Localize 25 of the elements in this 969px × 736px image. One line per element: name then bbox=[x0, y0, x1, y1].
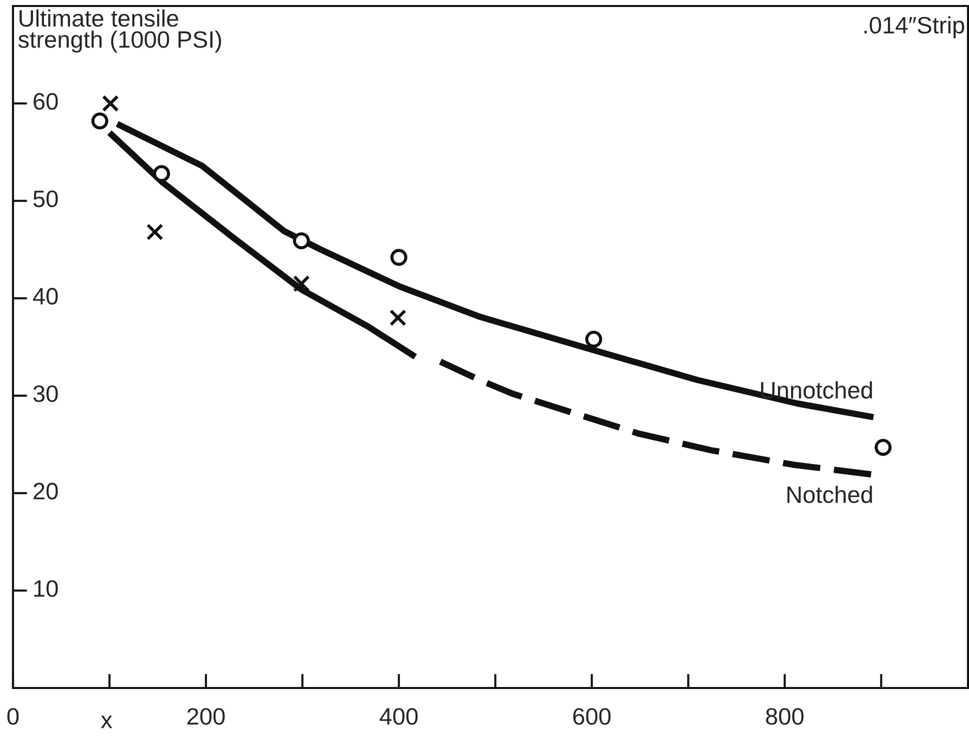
point bbox=[389, 309, 406, 326]
y-tick-label: 20 bbox=[34, 482, 58, 500]
y-tick-label: 60 bbox=[34, 93, 58, 110]
point bbox=[292, 232, 310, 250]
y-tick-label: 50 bbox=[33, 190, 58, 208]
point bbox=[390, 248, 408, 266]
series-label: Notched bbox=[787, 486, 872, 504]
y-axis-title: Ultimate tensile strength (1000 PSI) bbox=[18, 9, 222, 53]
point bbox=[153, 165, 170, 182]
x-tick-label: 400 bbox=[380, 708, 418, 725]
point bbox=[874, 438, 892, 456]
x-tick-label: 200 bbox=[187, 708, 225, 725]
point bbox=[146, 224, 164, 241]
x-tick-label: 800 bbox=[766, 708, 804, 725]
point bbox=[91, 112, 108, 130]
x-tick-label: 600 bbox=[573, 708, 611, 725]
text: x bbox=[100, 716, 112, 728]
annotation: .014″Strip bbox=[864, 16, 964, 38]
y-tick-label: 30 bbox=[33, 385, 58, 402]
point bbox=[292, 275, 310, 292]
y-tick-label: 10 bbox=[34, 580, 58, 597]
point bbox=[102, 94, 119, 112]
point bbox=[585, 330, 602, 348]
y-tick-label: 40 bbox=[32, 288, 58, 305]
x-tick-label: 0 bbox=[7, 708, 19, 725]
